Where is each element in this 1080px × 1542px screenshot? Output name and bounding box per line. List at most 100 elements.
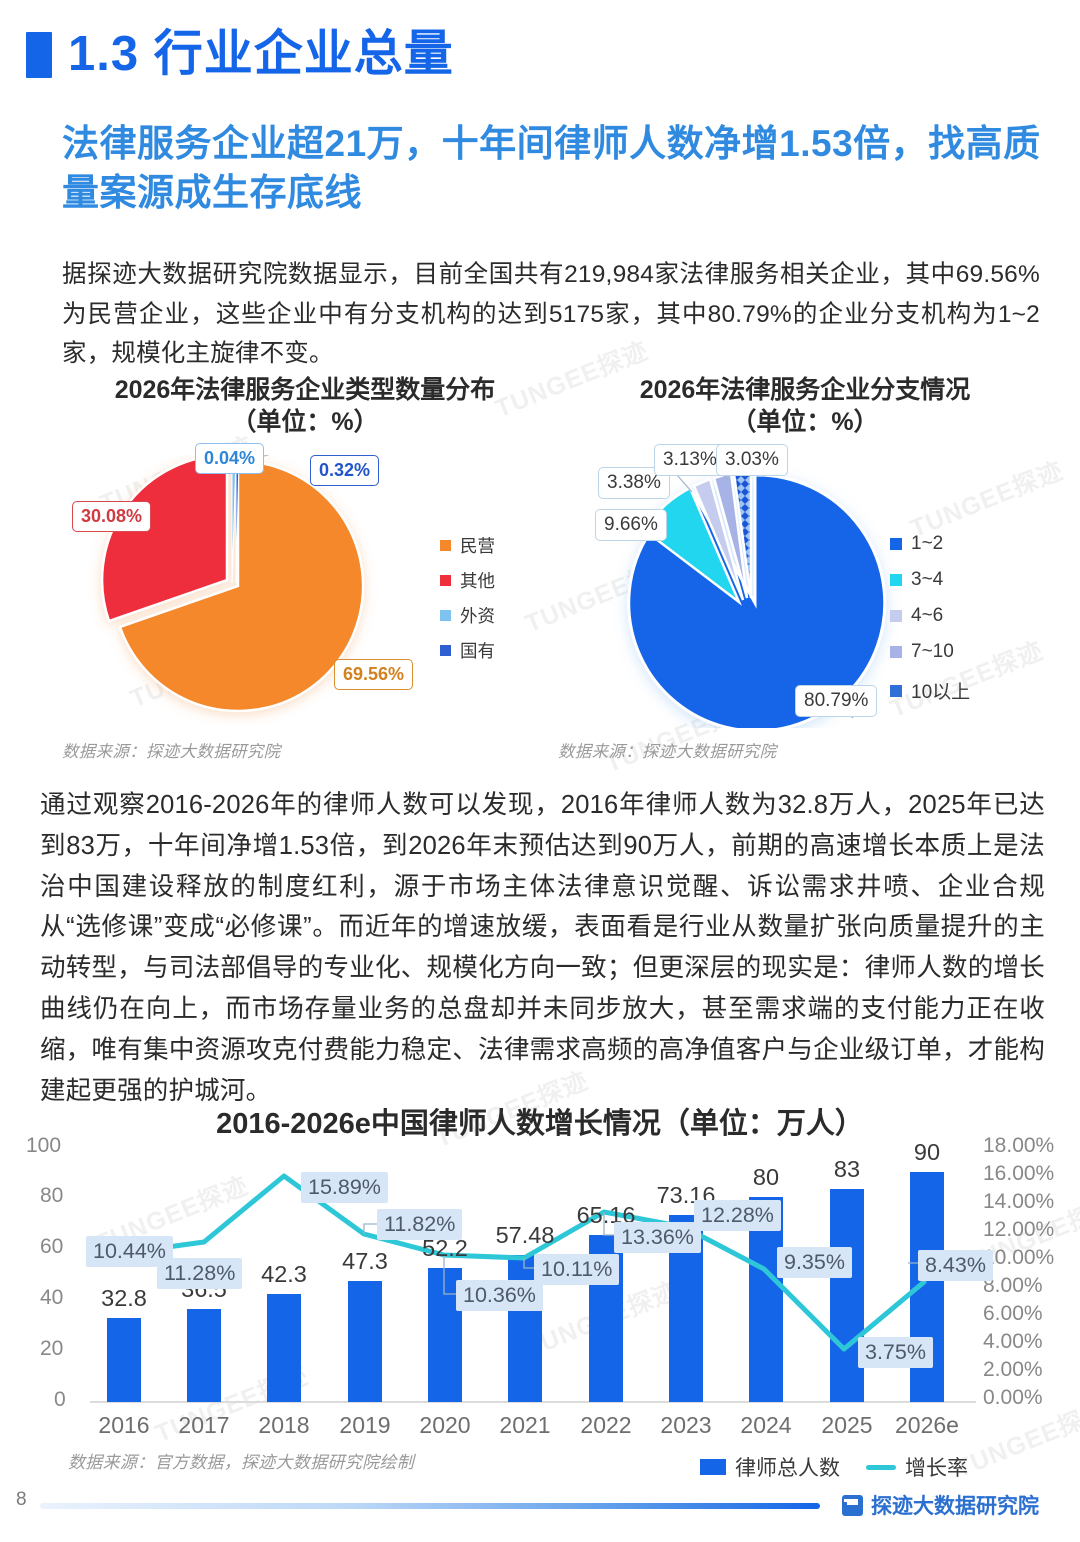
pie1-svg xyxy=(100,452,365,713)
rate-label-2017: 11.28% xyxy=(157,1258,243,1289)
y-left-tick-40: 40 xyxy=(40,1286,64,1309)
pie1-legend-item-minying[interactable]: 民营 xyxy=(440,533,495,558)
pie2-legend-item-3-4[interactable]: 3~4 xyxy=(890,569,970,591)
pie2-callout-1-2: 80.79% xyxy=(795,685,878,717)
pie1-legend-swatch-waizi xyxy=(440,610,451,621)
pie2-legend-label-7-10: 7~10 xyxy=(911,641,954,662)
section-bullet-icon xyxy=(26,31,52,78)
y-right-tick-18: 18.00% xyxy=(983,1134,1055,1157)
pie2-legend-item-4-6[interactable]: 4~6 xyxy=(890,605,970,627)
section-subtitle: 法律服务企业超21万，十年间律师人数净增1.53倍，找高质量案源成生存底线 xyxy=(62,123,1041,213)
pie-chart-branch-count xyxy=(565,448,1055,733)
x-label-2023: 2023 xyxy=(660,1412,712,1438)
y-left-tick-80: 80 xyxy=(40,1184,64,1207)
pie1-legend-item-waizi[interactable]: 外资 xyxy=(440,603,495,628)
bar-value-2021: 57.48 xyxy=(495,1222,555,1248)
label-connector-2022 xyxy=(603,1212,618,1236)
y-left-tick-20: 20 xyxy=(40,1337,64,1360)
pie2-legend-item-10plus[interactable]: 10以上 xyxy=(890,677,970,704)
bar-legend-swatch-rate xyxy=(866,1464,896,1470)
pie1-legend-label-minying: 民营 xyxy=(460,536,495,556)
footer-brand: 探迹大数据研究院 xyxy=(842,1490,1039,1520)
pie2-legend-label-1-2: 1~2 xyxy=(911,533,944,554)
rate-label-2026e: 8.43% xyxy=(918,1250,993,1281)
bar-2018[interactable] xyxy=(267,1294,301,1402)
bar-chart-plot xyxy=(90,1172,976,1403)
x-label-2016: 2016 xyxy=(98,1412,150,1438)
section-header: 1.3 行业企业总量 xyxy=(26,30,454,79)
bar-legend-item-total[interactable]: 律师总人数 xyxy=(700,1452,840,1482)
pie2-legend-item-1-2[interactable]: 1~2 xyxy=(890,533,970,555)
pie2-legend-swatch-4-6 xyxy=(890,610,902,622)
x-label-2025: 2025 xyxy=(821,1412,873,1438)
pie1-legend-label-guoyou: 国有 xyxy=(460,641,495,661)
pie1-legend: 民营 其他 外资 国有 xyxy=(440,533,495,673)
pie1-legend-item-qita[interactable]: 其他 xyxy=(440,568,495,593)
y-right-tick-12: 12.00% xyxy=(983,1218,1055,1241)
bar-chart-lawyer-growth: 100 80 60 40 20 0 18.00% 16.00% 14.00% 1… xyxy=(18,1134,1062,1440)
bar-2017[interactable] xyxy=(187,1309,221,1402)
x-label-2020: 2020 xyxy=(419,1412,471,1438)
x-label-2018: 2018 xyxy=(258,1412,310,1438)
bar-legend-item-rate[interactable]: 增长率 xyxy=(866,1452,968,1482)
pie1-source-note: 数据来源：探迹大数据研究院 xyxy=(62,743,281,761)
pie1-callout-waizi: 0.04% xyxy=(195,443,265,474)
rate-label-2021: 10.11% xyxy=(534,1254,620,1285)
pie1-legend-swatch-minying xyxy=(440,540,451,551)
pie2-legend-label-3-4: 3~4 xyxy=(911,569,944,590)
pie1-legend-swatch-qita xyxy=(440,575,451,586)
pie1-slice-waizi xyxy=(231,457,237,584)
rate-label-2024: 9.35% xyxy=(777,1247,852,1278)
page-title: 1.3 行业企业总量 xyxy=(68,27,454,81)
page-number: 8 xyxy=(16,1489,27,1510)
y-right-tick-6: 6.00% xyxy=(983,1302,1043,1325)
pie2-legend-label-10plus: 10以上 xyxy=(911,682,971,703)
pie2-callout-7-10: 3.13% xyxy=(654,444,726,476)
y-right-tick-4: 4.00% xyxy=(983,1330,1043,1353)
y-left-tick-60: 60 xyxy=(40,1235,64,1258)
pie1-legend-label-qita: 其他 xyxy=(460,571,495,591)
pie1-title: 2026年法律服务企业类型数量分布 （单位：%） xyxy=(55,374,555,438)
pie1-callout-qita: 30.08% xyxy=(72,501,152,532)
x-label-2019: 2019 xyxy=(339,1412,391,1438)
footer-brand-label: 探迹大数据研究院 xyxy=(871,1495,1039,1518)
pie2-slice-4-6 xyxy=(692,477,745,601)
pie2-legend-swatch-10plus xyxy=(890,684,902,697)
pie2-title-line1: 2026年法律服务企业分支情况 xyxy=(639,376,971,404)
bar-2024[interactable] xyxy=(749,1197,783,1402)
bar-legend-swatch-total xyxy=(700,1459,726,1475)
y-left-tick-0: 0 xyxy=(54,1388,66,1411)
bar-chart-title: 2016-2026e中国律师人数增长情况（单位：万人） xyxy=(216,1108,864,1140)
pie2-title: 2026年法律服务企业分支情况 （单位：%） xyxy=(570,374,1040,438)
pie2-legend-label-4-6: 4~6 xyxy=(911,605,944,626)
pie1-legend-item-guoyou[interactable]: 国有 xyxy=(440,638,495,663)
pie2-svg xyxy=(627,453,887,733)
pie2-callout-3-4: 9.66% xyxy=(595,509,667,541)
rate-label-2018: 15.89% xyxy=(301,1172,388,1203)
footer-divider xyxy=(40,1503,820,1509)
bar-2025[interactable] xyxy=(830,1189,864,1402)
bar-legend-label-total: 律师总人数 xyxy=(735,1457,840,1480)
y-right-tick-2: 2.00% xyxy=(983,1358,1043,1381)
rate-label-2023: 12.28% xyxy=(694,1200,781,1231)
y-right-tick-0: 0.00% xyxy=(983,1386,1043,1409)
label-connector-2021 xyxy=(523,1258,538,1269)
bar-chart-legend: 律师总人数 增长率 xyxy=(700,1452,994,1482)
y-right-tick-14: 14.00% xyxy=(983,1190,1055,1213)
pie2-title-line2: （单位：%） xyxy=(731,408,879,436)
x-label-2026e: 2026e xyxy=(895,1412,959,1438)
bar-2016[interactable] xyxy=(107,1318,141,1402)
x-label-2017: 2017 xyxy=(178,1412,230,1438)
bar-2019[interactable] xyxy=(348,1281,382,1402)
pie-chart-enterprise-type xyxy=(60,452,560,725)
rate-label-2022: 13.36% xyxy=(614,1222,701,1253)
pie2-legend-item-7-10[interactable]: 7~10 xyxy=(890,641,970,663)
intro-paragraph: 据探迹大数据研究院数据显示，目前全国共有219,984家法律服务相关企业，其中6… xyxy=(62,261,1040,368)
rate-label-2019: 11.82% xyxy=(377,1209,463,1240)
label-connector-2019 xyxy=(363,1223,380,1234)
bar-value-2019: 47.3 xyxy=(342,1248,388,1274)
rate-label-2025: 3.75% xyxy=(858,1337,933,1368)
pie2-source-note: 数据来源：探迹大数据研究院 xyxy=(558,743,777,761)
pie1-callout-minying: 69.56% xyxy=(334,659,414,690)
